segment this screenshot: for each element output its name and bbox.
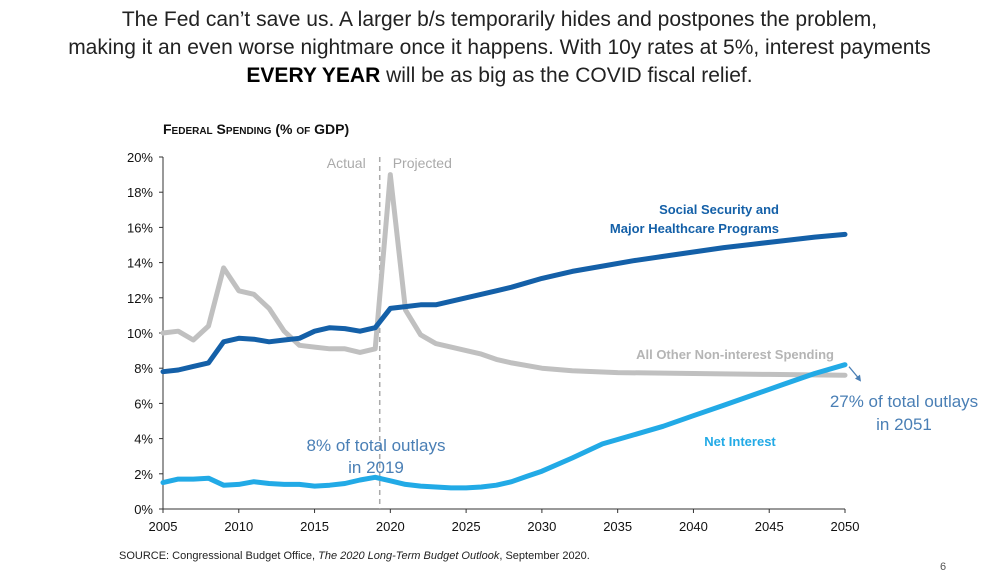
y-tick-label: 10%	[127, 326, 153, 341]
y-tick-label: 20%	[127, 150, 153, 165]
headline-emphasis: EVERY YEAR	[246, 64, 381, 87]
annotation-arrow	[848, 366, 860, 380]
series-labels: Social Security and Major Healthcare Prog…	[610, 202, 834, 449]
series-other-spending-line	[160, 172, 848, 378]
y-tick-label: 4%	[134, 432, 153, 447]
annotation-arrowhead	[855, 374, 861, 382]
y-tick-label: 8%	[134, 361, 153, 376]
y-tick-label: 16%	[127, 220, 153, 235]
series-group	[160, 172, 848, 491]
source-prefix: SOURCE: Congressional Budget Office,	[119, 550, 319, 562]
series-social-security-line	[160, 231, 848, 375]
y-tick-label: 14%	[127, 256, 153, 271]
y-tick-label: 2%	[134, 467, 153, 482]
annotation-2019: 8% of total outlays in 2019	[307, 436, 446, 477]
y-axis: 0% 2% 4% 6% 8% 10% 12% 14% 16% 18% 20%	[127, 150, 164, 517]
x-tick-label: 2015	[300, 519, 329, 534]
y-tick-label: 6%	[134, 396, 153, 411]
annotation-2019-line: in 2019	[348, 458, 404, 477]
x-tick-label: 2030	[527, 519, 556, 534]
x-tick-label: 2025	[452, 519, 481, 534]
series-net-interest-line	[160, 362, 848, 491]
y-tick-label: 0%	[134, 502, 153, 517]
headline: The Fed can’t save us. A larger b/s temp…	[0, 6, 999, 90]
label-social-security-line: Social Security and	[659, 202, 779, 217]
annotation-2051: 27% of total outlays in 2051	[830, 392, 978, 434]
annotation-2019-line: 8% of total outlays	[307, 436, 446, 455]
source-note: SOURCE: Congressional Budget Office, The…	[119, 550, 590, 562]
divider-label-projected: Projected	[393, 155, 452, 171]
headline-line-2: making it an even worse nightmare once i…	[68, 36, 931, 59]
page-number: 6	[940, 561, 947, 573]
headline-line-3: EVERY YEAR will be as big as the COVID f…	[0, 62, 999, 90]
divider-label-actual: Actual	[327, 155, 366, 171]
x-axis: 2005 2010 2015 2020 2025 2030 2035 2040 2045 2050	[149, 508, 860, 534]
x-tick-label: 2045	[755, 519, 784, 534]
x-tick-label: 2035	[603, 519, 632, 534]
annotations: 8% of total outlays in 2019 27% of total o…	[307, 366, 978, 477]
x-tick-label: 2010	[224, 519, 253, 534]
x-tick-label: 2050	[831, 519, 860, 534]
source-title: The 2020 Long-Term Budget Outlook	[318, 550, 500, 562]
label-social-security-line: Major Healthcare Programs	[610, 221, 779, 236]
headline-line-1: The Fed can’t save us. A larger b/s temp…	[121, 8, 878, 31]
annotation-2051-line: 27% of total outlays	[830, 392, 978, 411]
annotation-2051-line: in 2051	[876, 415, 932, 434]
label-other-spending: All Other Non-interest Spending	[636, 347, 834, 362]
source-suffix: , September 2020.	[499, 550, 590, 562]
x-tick-label: 2005	[149, 519, 178, 534]
actual-projected-divider: Actual Projected	[327, 155, 452, 509]
headline-line-3-rest: will be as big as the COVID fiscal relie…	[380, 64, 753, 87]
x-tick-label: 2040	[679, 519, 708, 534]
label-social-security: Social Security and Major Healthcare Prog…	[610, 202, 779, 236]
chart-title: Federal Spending (% of GDP)	[163, 121, 349, 137]
x-tick-label: 2020	[376, 519, 405, 534]
y-tick-label: 18%	[127, 185, 153, 200]
label-net-interest: Net Interest	[704, 434, 776, 449]
y-tick-label: 12%	[127, 291, 153, 306]
